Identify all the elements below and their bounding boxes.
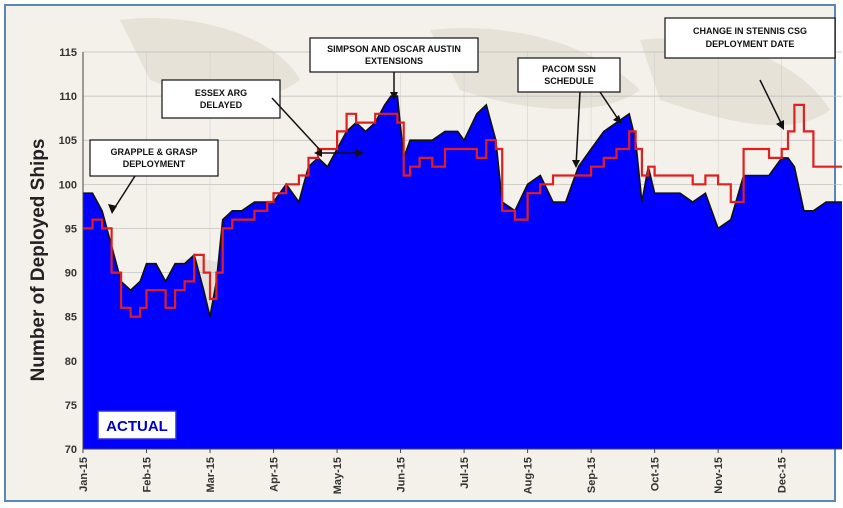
annotation-text-line: DEPLOYMENT (123, 159, 186, 169)
legend-actual: ACTUAL (97, 410, 177, 440)
actual-area-layer (83, 95, 842, 449)
x-tick-label: Jul-15 (459, 457, 471, 489)
x-tick-label: Oct-15 (650, 457, 662, 491)
x-tick-label: Apr-15 (269, 457, 281, 492)
annotation-text-line: SCHEDULE (544, 76, 594, 86)
annotation-simpson-oscar-austin: SIMPSON AND OSCAR AUSTIN EXTENSIONS (309, 37, 479, 100)
annotation-text-line: DEPLOYMENT DATE (706, 39, 795, 49)
annotation-text-line: CHANGE IN STENNIS CSG (693, 26, 807, 36)
annotation-grapple-grasp: GRAPPLE & GRASP DEPLOYMENT (89, 139, 219, 214)
annotation-text-line: ESSEX ARG (195, 88, 247, 98)
y-tick-label: 110 (59, 91, 77, 103)
y-axis-label: Number of Deployed Ships (28, 139, 49, 382)
planned-line-layer (83, 103, 842, 318)
annotation-pacom-ssn: PACOM SSN SCHEDULE (517, 57, 622, 168)
y-tick-label: 115 (59, 47, 77, 59)
annotation-text-line: PACOM SSN (542, 64, 596, 74)
x-tick-label: Sep-15 (586, 457, 598, 493)
x-tick-label: Mar-15 (205, 457, 217, 492)
annotation-text-line: GRAPPLE & GRASP (110, 147, 197, 157)
y-tick-label: 80 (65, 356, 77, 368)
y-tick-label: 90 (65, 268, 77, 280)
x-tick-label: Feb-15 (142, 457, 154, 492)
annotation-essex-arg: ESSEX ARG DELAYED (161, 79, 364, 157)
annotation-text-line: SIMPSON AND OSCAR AUSTIN (327, 44, 461, 54)
y-tick-label: 105 (59, 135, 77, 147)
legend-actual-label: ACTUAL (106, 418, 168, 435)
x-tick-label: Jun-15 (396, 457, 408, 492)
annotation-text-line: EXTENSIONS (365, 56, 423, 66)
y-tick-label: 75 (65, 400, 77, 412)
annotation-stennis-csg: CHANGE IN STENNIS CSG DEPLOYMENT DATE (664, 17, 836, 130)
x-tick-label: May-15 (332, 457, 344, 494)
planned-line (83, 103, 842, 318)
y-axis-ticks: 70 75 80 85 90 95 100 105 110 115 (59, 47, 77, 456)
y-tick-label: 85 (65, 312, 77, 324)
x-tick-label: Nov-15 (713, 457, 725, 494)
x-axis-ticks: Jan-15 Feb-15 Mar-15 Apr-15 May-15 Jun-15 Jul-… (78, 449, 789, 494)
y-tick-label: 95 (65, 223, 77, 235)
actual-outline (83, 95, 842, 317)
annotation-text-line: DELAYED (200, 100, 243, 110)
y-tick-label: 100 (59, 179, 77, 191)
y-tick-label: 70 (65, 444, 77, 456)
x-tick-label: Jan-15 (78, 457, 90, 492)
x-tick-label: Dec-15 (777, 457, 789, 493)
x-tick-label: Aug-15 (523, 457, 535, 494)
